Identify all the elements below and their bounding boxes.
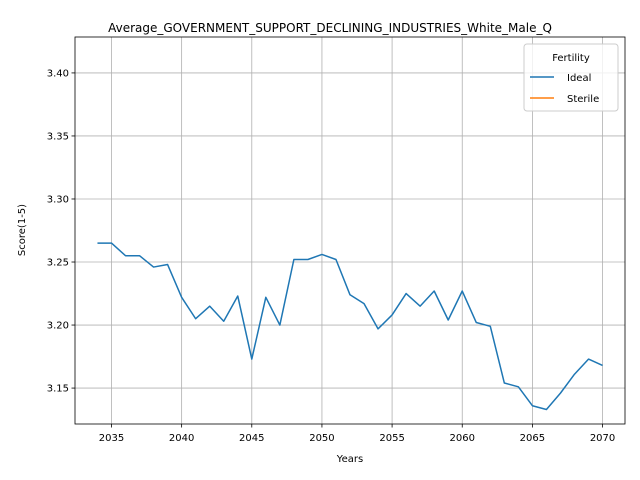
legend-title: Fertility (552, 53, 590, 64)
x-tick-label: 2060 (450, 433, 475, 444)
legend: Fertility Ideal Sterile (523, 43, 619, 112)
series-line-ideal (97, 242, 603, 411)
series-layer (97, 242, 603, 411)
x-tick-label: 2055 (379, 433, 404, 444)
x-tick-label: 2040 (169, 433, 194, 444)
x-tick-label: 2045 (239, 433, 264, 444)
y-tick-label: 3.30 (47, 194, 69, 205)
x-tick-label: 2035 (99, 433, 124, 444)
y-tick-label: 3.20 (47, 321, 69, 332)
y-tick-label: 3.25 (47, 258, 69, 269)
x-axis: 2035 2040 2045 2050 2055 2060 2065 2070 (99, 424, 615, 444)
x-axis-label: Years (336, 454, 363, 465)
y-tick-label: 3.40 (47, 68, 69, 79)
legend-label-ideal: Ideal (567, 73, 591, 84)
plot-frame (74, 36, 626, 425)
y-axis: 3.15 3.20 3.25 3.30 3.35 3.40 (47, 68, 75, 395)
x-tick-label: 2050 (309, 433, 334, 444)
y-axis-label: Score(1-5) (17, 204, 28, 256)
legend-box (523, 43, 619, 112)
x-tick-label: 2065 (520, 433, 545, 444)
legend-label-sterile: Sterile (567, 94, 599, 105)
chart-title: Average_GOVERNMENT_SUPPORT_DECLINING_IND… (108, 21, 552, 35)
x-tick-label: 2070 (590, 433, 615, 444)
y-tick-label: 3.15 (47, 384, 69, 395)
y-tick-label: 3.35 (47, 131, 69, 142)
